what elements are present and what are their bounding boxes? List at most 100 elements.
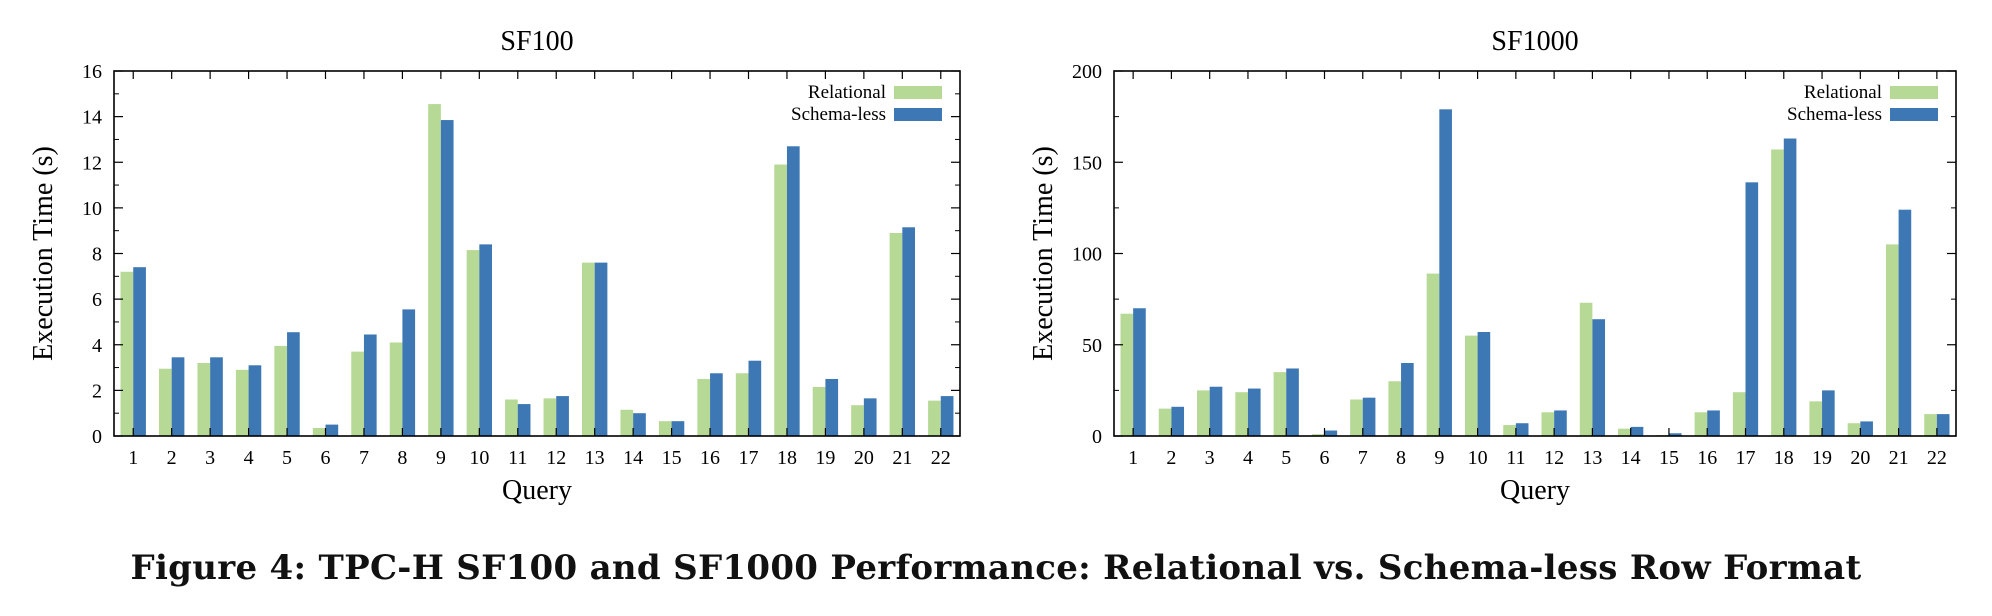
sf100-xtick-label-q5: 5 [282, 447, 292, 469]
sf1000-bar-relational-q5 [1273, 372, 1287, 436]
sf1000-legend-label-schemaless: Schema-less [1787, 104, 1882, 125]
sf100-bar-schemaless-q20 [863, 398, 877, 436]
sf100-xtick-label-q11: 11 [508, 447, 527, 469]
sf1000-bar-schemaless-q19 [1822, 390, 1835, 436]
sf1000-bar-relational-q7 [1350, 399, 1363, 436]
sf1000-bar-schemaless-q8 [1401, 363, 1414, 436]
sf1000-bar-relational-q20 [1847, 423, 1861, 436]
sf100-xtick-label-q2: 2 [167, 447, 177, 469]
sf100-bar-schemaless-q11 [517, 404, 531, 436]
sf100-bar-schemaless-q10 [479, 244, 493, 436]
sf100-xtick-label-q14: 14 [623, 447, 643, 469]
sf100-xtick-label-q20: 20 [854, 447, 874, 469]
sf1000-bar-schemaless-q18 [1783, 138, 1797, 436]
sf1000-xtick-label-q15: 15 [1659, 447, 1679, 469]
sf100-bar-schemaless-q1 [133, 267, 146, 436]
sf1000-xtick-label-q18: 18 [1774, 447, 1794, 469]
sf100-bar-relational-q22 [928, 400, 941, 436]
sf1000-xtick-label-q19: 19 [1812, 447, 1832, 469]
sf100-xtick-label-q4: 4 [244, 447, 254, 469]
figure-caption: Figure 4: TPC-H SF100 and SF1000 Perform… [130, 548, 1862, 588]
sf100-bar-schemaless-q6 [325, 424, 339, 436]
sf1000-legend-swatch-relational [1890, 86, 1938, 99]
sf1000-xtick-label-q1: 1 [1128, 447, 1138, 469]
sf100-xlabel: Query [502, 475, 572, 506]
sf100-legend-label-relational: Relational [808, 82, 886, 103]
sf100-bar-relational-q9 [428, 104, 441, 436]
sf100-bar-relational-q21 [889, 232, 903, 436]
sf1000-bar-schemaless-q5 [1286, 368, 1299, 436]
sf100-bar-schemaless-q21 [902, 227, 916, 436]
sf1000-bar-schemaless-q7 [1362, 397, 1376, 436]
sf1000-bar-relational-q10 [1464, 335, 1478, 436]
sf100-bar-relational-q6 [312, 428, 326, 436]
sf1000-bar-schemaless-q9 [1439, 109, 1452, 436]
sf1000-xtick-label-q4: 4 [1243, 447, 1253, 469]
sf100-bar-schemaless-q17 [748, 360, 762, 436]
sf1000-bar-schemaless-q1 [1133, 308, 1146, 436]
sf100-xtick-label-q13: 13 [585, 447, 605, 469]
sf100-xtick-label-q21: 21 [892, 447, 912, 469]
sf1000-xtick-label-q8: 8 [1396, 447, 1406, 469]
sf1000-bar-relational-q8 [1388, 381, 1402, 436]
sf1000-bar-relational-q4 [1235, 392, 1248, 436]
sf1000-bar-relational-q11 [1503, 425, 1516, 436]
sf1000-bar-relational-q3 [1197, 390, 1210, 436]
sf100-ylabel: Execution Time (s) [28, 146, 59, 361]
sf100-xtick-label-q19: 19 [815, 447, 835, 469]
sf1000-bar-relational-q12 [1541, 412, 1555, 436]
sf1000-ytick-label: 100 [1072, 244, 1102, 266]
sf1000-bar-schemaless-q12 [1554, 410, 1567, 436]
sf1000-bar-schemaless-q10 [1477, 331, 1491, 436]
sf100-xtick-label-q7: 7 [359, 447, 369, 469]
sf1000-legend-label-relational: Relational [1804, 82, 1882, 103]
sf1000-xtick-label-q21: 21 [1889, 447, 1909, 469]
sf100-bar-relational-q11 [505, 399, 518, 436]
sf1000-ylabel: Execution Time (s) [1028, 146, 1059, 361]
sf1000-bar-schemaless-q4 [1247, 388, 1261, 436]
sf100-ytick-label: 4 [92, 335, 102, 357]
sf100-bar-relational-q10 [466, 250, 480, 436]
sf100-legend-swatch-relational [894, 86, 942, 99]
sf100-xtick-label-q18: 18 [777, 447, 797, 469]
sf100-bar-relational-q4 [235, 369, 249, 436]
sf100-title: SF100 [500, 26, 573, 57]
sf1000-xtick-label-q6: 6 [1320, 447, 1330, 469]
sf1000-bar-relational-q14 [1618, 428, 1631, 436]
sf1000-bar-relational-q9 [1426, 273, 1440, 436]
sf100-bar-relational-q14 [620, 409, 634, 436]
sf1000-bar-relational-q19 [1809, 401, 1823, 436]
sf1000-bar-schemaless-q11 [1515, 423, 1529, 436]
sf1000-bar-schemaless-q22 [1936, 414, 1950, 436]
sf100-ytick-label: 12 [82, 152, 102, 174]
sf1000-xtick-label-q11: 11 [1506, 447, 1525, 469]
sf100-bar-schemaless-q5 [287, 332, 300, 436]
sf1000-bar-relational-q18 [1771, 149, 1784, 436]
sf1000-xtick-label-q22: 22 [1927, 447, 1947, 469]
sf1000-ytick-label: 0 [1092, 426, 1102, 448]
sf100-bar-relational-q17 [735, 373, 749, 436]
sf1000-xtick-label-q13: 13 [1582, 447, 1602, 469]
sf100-bar-relational-q19 [812, 386, 826, 436]
sf100-bar-schemaless-q8 [402, 309, 416, 436]
sf1000-bar-relational-q6 [1311, 434, 1325, 436]
sf1000-xtick-label-q2: 2 [1166, 447, 1176, 469]
sf1000-bar-relational-q16 [1694, 412, 1708, 436]
sf100-ytick-label: 16 [82, 61, 102, 83]
sf100-ytick-label: 10 [82, 198, 102, 220]
sf1000-ytick-label: 200 [1072, 61, 1102, 83]
sf100-xtick-label-q17: 17 [739, 447, 759, 469]
sf100-xtick-label-q3: 3 [205, 447, 215, 469]
sf1000-ytick-label: 150 [1072, 152, 1102, 174]
sf100-xtick-label-q16: 16 [700, 447, 720, 469]
sf1000-xtick-label-q12: 12 [1544, 447, 1564, 469]
sf1000-xtick-label-q9: 9 [1434, 447, 1444, 469]
sf100-xtick-label-q12: 12 [546, 447, 566, 469]
sf100-legend-label-schemaless: Schema-less [791, 104, 886, 125]
sf100-bar-schemaless-q4 [248, 365, 262, 436]
sf100-bar-schemaless-q2 [171, 357, 185, 436]
sf1000-xtick-label-q5: 5 [1281, 447, 1291, 469]
